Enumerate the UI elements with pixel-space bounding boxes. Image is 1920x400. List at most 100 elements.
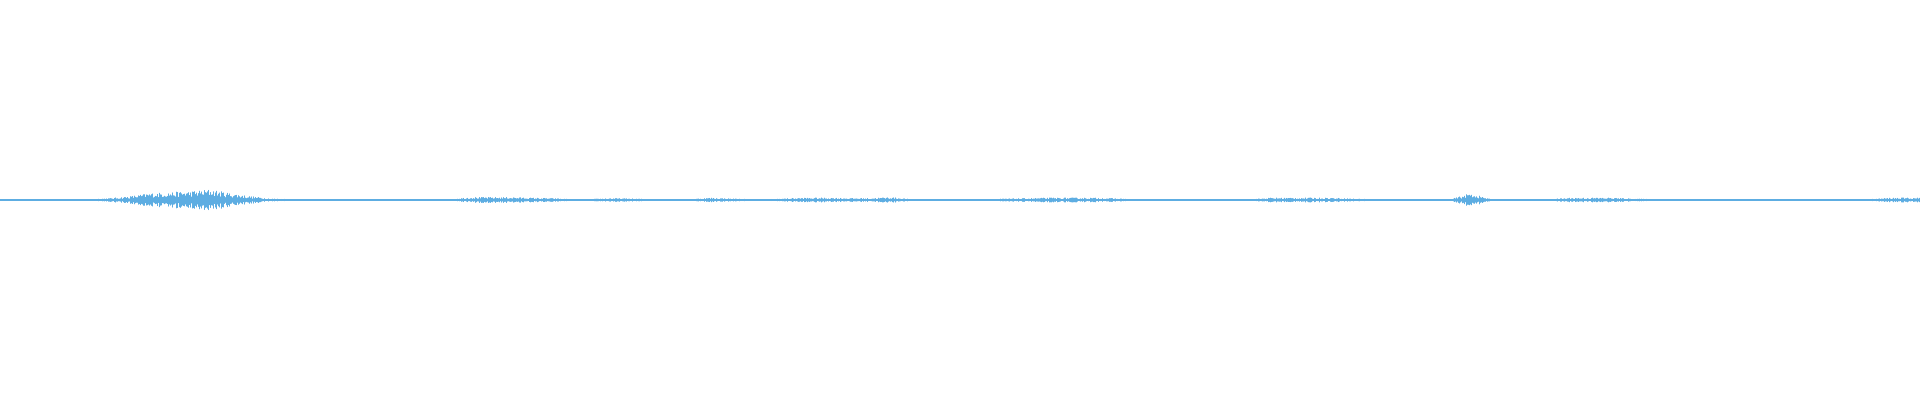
waveform-bar <box>1867 199 1868 201</box>
waveform-bar <box>1579 198 1580 202</box>
waveform-bar <box>1515 199 1516 201</box>
waveform-bar <box>1703 199 1704 201</box>
waveform-bar <box>1184 199 1185 201</box>
waveform-bar <box>1254 199 1255 201</box>
waveform-bar <box>1295 198 1296 202</box>
waveform-bar <box>924 199 925 201</box>
waveform-bar <box>344 199 345 201</box>
waveform-bar <box>302 199 303 201</box>
waveform-bar <box>930 199 931 201</box>
waveform-bar <box>184 193 185 207</box>
waveform-bar <box>742 199 743 201</box>
waveform-bar <box>1870 199 1871 201</box>
waveform-bar <box>569 199 570 201</box>
waveform-bar <box>1521 199 1522 201</box>
waveform-bar <box>1915 198 1916 202</box>
waveform-bar <box>946 199 947 201</box>
waveform-bar <box>711 197 712 203</box>
waveform-bar <box>1314 197 1315 203</box>
waveform-bar <box>220 196 221 204</box>
waveform-bar <box>1450 199 1451 201</box>
waveform-bar <box>1328 199 1329 201</box>
waveform-bar <box>1118 199 1119 201</box>
waveform-bar <box>1559 199 1560 201</box>
waveform-bar <box>1577 198 1578 202</box>
waveform-bar <box>1346 199 1347 201</box>
waveform-bar <box>1127 199 1128 201</box>
waveform-bar <box>1549 199 1550 201</box>
waveform-bar <box>614 198 615 202</box>
waveform-bar <box>1302 198 1303 202</box>
waveform-bar <box>969 199 970 201</box>
waveform-bar <box>1229 199 1230 201</box>
waveform-bar <box>1672 199 1673 201</box>
waveform-bar <box>1464 195 1465 205</box>
waveform-bar <box>1008 198 1009 202</box>
waveform-bar <box>324 199 325 201</box>
waveform-bar <box>1098 198 1099 202</box>
waveform-bar <box>646 199 647 201</box>
waveform-bar <box>696 198 697 202</box>
waveform-bar <box>1786 199 1787 201</box>
waveform-bar <box>1093 197 1094 203</box>
waveform-bar <box>693 199 694 201</box>
waveform-bar <box>345 199 346 201</box>
waveform-bar <box>1164 199 1165 201</box>
waveform-bar <box>263 199 264 201</box>
waveform-bar <box>610 198 611 202</box>
waveform-bar <box>1862 199 1863 201</box>
waveform-bar <box>189 195 190 205</box>
waveform-bar <box>1852 199 1853 201</box>
waveform-bar <box>173 195 174 205</box>
waveform-bar <box>1199 199 1200 201</box>
waveform-bar <box>862 199 863 201</box>
waveform-bar <box>406 199 407 201</box>
waveform-bar <box>1774 199 1775 201</box>
waveform-bar <box>640 199 641 201</box>
waveform-bar <box>1757 199 1758 201</box>
waveform-bar <box>1007 199 1008 201</box>
waveform-bar <box>229 193 230 207</box>
waveform-bar <box>163 196 164 204</box>
waveform-bar <box>0 199 1 201</box>
waveform-bar <box>978 199 979 201</box>
waveform-bar <box>1353 198 1354 202</box>
waveform-bar <box>1749 199 1750 201</box>
waveform-bar <box>1694 199 1695 201</box>
waveform-bar <box>156 196 157 204</box>
waveform-bar <box>383 199 384 201</box>
waveform-bar <box>407 199 408 201</box>
waveform-bar <box>1748 199 1749 201</box>
waveform-bar <box>486 197 487 203</box>
waveform-bar <box>317 199 318 201</box>
waveform-bar <box>1268 197 1269 203</box>
waveform-bar <box>865 198 866 202</box>
waveform-bar <box>75 199 76 201</box>
waveform-bar <box>621 199 622 201</box>
waveform-bar <box>142 195 143 205</box>
waveform-bar <box>72 199 73 201</box>
waveform-bar <box>684 199 685 201</box>
waveform-bar <box>936 199 937 201</box>
waveform-bar <box>649 199 650 201</box>
waveform-bar <box>1262 198 1263 202</box>
waveform-bar <box>470 198 471 202</box>
waveform-bar <box>1528 199 1529 201</box>
waveform-bar <box>536 198 537 202</box>
waveform-bar <box>655 199 656 201</box>
waveform-bar <box>1122 199 1123 201</box>
waveform-bar <box>1266 198 1267 202</box>
waveform-bar <box>802 198 803 202</box>
waveform-bar <box>985 199 986 201</box>
waveform-bar <box>1211 199 1212 201</box>
waveform-bar <box>956 199 957 201</box>
waveform-bar <box>1504 199 1505 201</box>
waveform-bar <box>1737 199 1738 201</box>
waveform-bar <box>1830 199 1831 201</box>
waveform-bar <box>110 198 111 202</box>
waveform-bar <box>179 192 180 208</box>
waveform-bar <box>1119 199 1120 201</box>
waveform-bar <box>1497 199 1498 201</box>
waveform-bar <box>208 189 209 211</box>
waveform-bar <box>22 199 23 201</box>
